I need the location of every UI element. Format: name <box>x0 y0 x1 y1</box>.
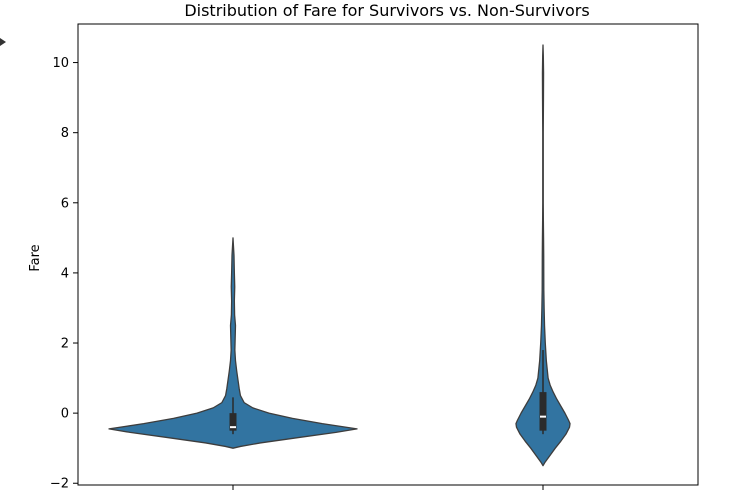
y-tick-label: 4 <box>61 266 69 281</box>
violin-iqr-box <box>539 392 547 431</box>
violin-body <box>515 44 571 467</box>
y-tick-label: 8 <box>61 126 69 141</box>
y-tick-label: 0 <box>61 407 69 422</box>
y-tick-label: −2 <box>50 477 69 492</box>
plot-frame <box>77 23 699 486</box>
y-axis-ticks: −2 0 2 4 6 8 10 <box>50 56 78 492</box>
corner-artifact <box>0 38 6 46</box>
y-tick-label: 10 <box>52 56 69 71</box>
violin-body <box>108 237 358 449</box>
x-axis-ticks <box>232 485 544 490</box>
y-tick-label: 6 <box>61 196 69 211</box>
chart-title: Distribution of Fare for Survivors vs. N… <box>184 1 589 20</box>
y-axis-label: Fare <box>28 244 43 271</box>
violin-iqr-box <box>229 413 237 431</box>
violins-layer <box>108 44 571 467</box>
y-tick-label: 2 <box>61 337 69 352</box>
